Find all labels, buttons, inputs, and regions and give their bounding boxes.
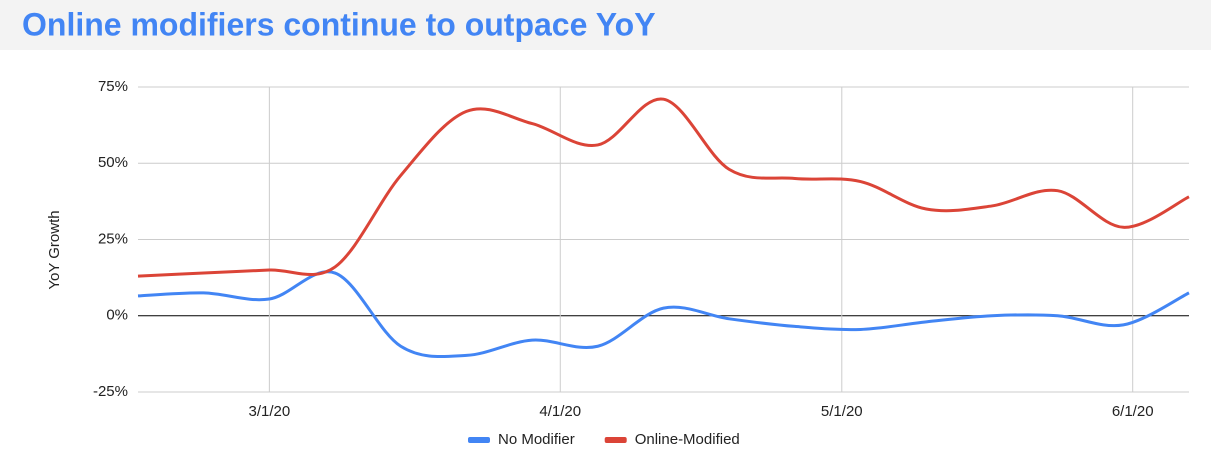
y-tick-label: 25%: [98, 230, 128, 247]
y-tick-label: -25%: [93, 383, 128, 400]
legend-swatch: [604, 437, 627, 443]
x-tick-label: 6/1/20: [1112, 403, 1154, 420]
legend-label: No Modifier: [498, 431, 575, 448]
x-tick-label: 4/1/20: [539, 403, 581, 420]
series-line: [137, 270, 1190, 359]
legend-label: Online-Modified: [635, 431, 740, 448]
y-tick-label: 50%: [98, 154, 128, 171]
y-axis-label: YoY Growth: [46, 210, 63, 289]
x-tick-label: 3/1/20: [249, 403, 291, 420]
x-tick-label: 5/1/20: [821, 403, 863, 420]
chart-title: Online modifiers continue to outpace YoY: [22, 6, 656, 42]
y-tick-label: 0%: [106, 307, 128, 324]
legend-swatch: [468, 437, 490, 443]
header-band: [0, 0, 1211, 50]
y-tick-label: 75%: [98, 78, 128, 95]
series-line: [137, 97, 1190, 278]
